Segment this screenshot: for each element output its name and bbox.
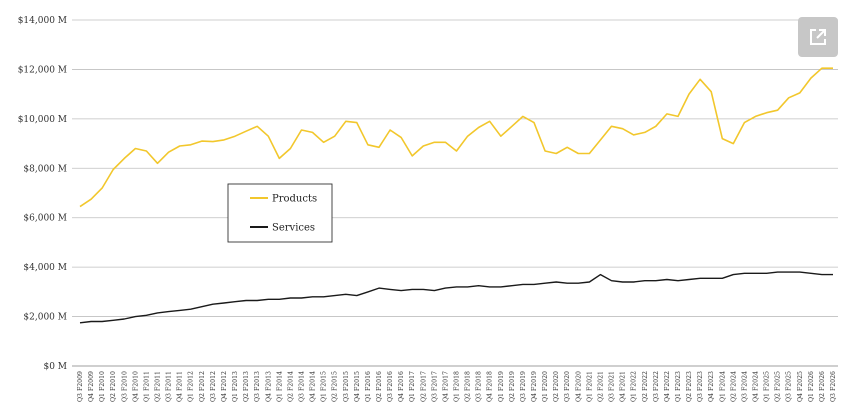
x-tick-label: Q2 F2011 bbox=[155, 371, 162, 402]
external-link-icon bbox=[810, 29, 826, 45]
x-tick-label: Q4 F2010 bbox=[132, 371, 139, 402]
y-axis-ticks: $0 M $2,000 M $4,000 M $6,000 M $8,000 M $10,… bbox=[18, 16, 67, 372]
x-tick-label: Q3 F2020 bbox=[564, 371, 571, 402]
series-lines bbox=[79, 67, 833, 324]
x-tick-label: Q4 F2022 bbox=[664, 371, 671, 402]
x-tick-label: Q1 F2012 bbox=[188, 371, 195, 402]
x-tick-label: Q4 F2021 bbox=[620, 371, 627, 402]
x-tick-label: Q2 F2022 bbox=[642, 371, 649, 402]
x-tick-label: Q2 F2014 bbox=[287, 371, 294, 402]
x-tick-label: Q4 F2019 bbox=[531, 371, 538, 402]
legend: Products Services bbox=[227, 183, 333, 243]
x-tick-label: Q2 F2012 bbox=[199, 371, 206, 402]
x-tick-label: Q1 F2014 bbox=[276, 371, 283, 402]
legend-label-services: Services bbox=[272, 223, 315, 234]
x-tick-label: Q2 F2019 bbox=[509, 371, 516, 402]
x-tick-label: Q1 F2025 bbox=[764, 371, 771, 402]
x-tick-label: Q1 F2019 bbox=[498, 371, 505, 402]
x-tick-label: Q3 F2014 bbox=[298, 371, 305, 402]
x-tick-label: Q3 F2013 bbox=[254, 371, 261, 402]
grid-lines bbox=[72, 19, 838, 367]
x-tick-label: Q2 F2013 bbox=[243, 371, 250, 402]
legend-label-products: Products bbox=[272, 194, 317, 205]
x-tick-label: Q3 F2012 bbox=[210, 371, 217, 402]
x-tick-label: Q3 F2021 bbox=[609, 371, 616, 402]
legend-box bbox=[227, 183, 333, 243]
x-tick-label: Q2 F2026 bbox=[819, 371, 826, 402]
x-tick-label: Q4 F2014 bbox=[310, 371, 317, 402]
x-tick-label: Q3 F2009 bbox=[77, 371, 84, 402]
x-tick-label: Q2 F2010 bbox=[110, 371, 117, 402]
x-tick-label: Q2 F2018 bbox=[465, 371, 472, 402]
x-tick-label: Q1 F2022 bbox=[631, 371, 638, 402]
x-tick-label: Q4 F2012 bbox=[221, 371, 228, 402]
x-tick-label: Q4 F2020 bbox=[575, 371, 582, 402]
x-tick-label: Q1 F2026 bbox=[808, 371, 815, 402]
x-tick-label: Q4 F2009 bbox=[88, 371, 95, 402]
y-tick-label: $0 M bbox=[43, 362, 67, 372]
x-tick-label: Q3 F2024 bbox=[741, 371, 748, 402]
x-tick-label: Q2 F2020 bbox=[553, 371, 560, 402]
x-tick-label: Q1 F2013 bbox=[232, 371, 239, 402]
x-tick-label: Q3 F2025 bbox=[786, 371, 793, 402]
x-tick-label: Q1 F2020 bbox=[542, 371, 549, 402]
x-tick-label: Q1 F2021 bbox=[586, 371, 593, 402]
x-tick-label: Q3 F2022 bbox=[653, 371, 660, 402]
x-tick-label: Q4 F2023 bbox=[708, 371, 715, 402]
x-tick-label: Q1 F2015 bbox=[321, 371, 328, 402]
x-tick-label: Q2 F2024 bbox=[730, 371, 737, 402]
x-tick-label: Q3 F2010 bbox=[121, 371, 128, 402]
x-tick-label: Q4 F2018 bbox=[487, 371, 494, 402]
x-tick-label: Q4 F2016 bbox=[398, 371, 405, 402]
x-tick-label: Q3 F2023 bbox=[697, 371, 704, 402]
x-tick-label: Q4 F2011 bbox=[177, 371, 184, 402]
x-tick-label: Q1 F2010 bbox=[99, 371, 106, 402]
x-tick-label: Q3 F2026 bbox=[830, 371, 837, 402]
x-tick-label: Q4 F2017 bbox=[442, 371, 449, 402]
x-tick-label: Q2 F2025 bbox=[775, 371, 782, 402]
x-tick-label: Q2 F2023 bbox=[686, 371, 693, 402]
x-tick-label: Q1 F2011 bbox=[143, 371, 150, 402]
x-tick-label: Q1 F2023 bbox=[675, 371, 682, 402]
series-line-products bbox=[79, 67, 833, 208]
y-tick-label: $10,000 M bbox=[18, 115, 67, 125]
x-tick-label: Q3 F2017 bbox=[431, 371, 438, 402]
x-tick-label: Q2 F2021 bbox=[597, 371, 604, 402]
x-tick-label: Q4 F2025 bbox=[797, 371, 804, 402]
x-tick-label: Q4 F2013 bbox=[265, 371, 272, 402]
series-line-services bbox=[79, 271, 833, 324]
x-tick-label: Q1 F2016 bbox=[365, 371, 372, 402]
x-tick-label: Q3 F2016 bbox=[387, 371, 394, 402]
expand-button[interactable] bbox=[798, 17, 838, 57]
x-tick-label: Q3 F2018 bbox=[476, 371, 483, 402]
x-tick-label: Q4 F2024 bbox=[752, 371, 759, 402]
x-tick-label: Q3 F2011 bbox=[166, 371, 173, 402]
x-tick-label: Q4 F2015 bbox=[354, 371, 361, 402]
x-tick-label: Q1 F2024 bbox=[719, 371, 726, 402]
y-tick-label: $2,000 M bbox=[23, 313, 67, 323]
x-tick-label: Q1 F2017 bbox=[409, 371, 416, 402]
y-tick-label: $8,000 M bbox=[23, 164, 67, 174]
x-tick-label: Q1 F2018 bbox=[454, 371, 461, 402]
x-tick-label: Q3 F2019 bbox=[520, 371, 527, 402]
x-tick-label: Q3 F2015 bbox=[343, 371, 350, 402]
x-tick-label: Q2 F2015 bbox=[332, 371, 339, 402]
x-tick-label: Q2 F2017 bbox=[420, 371, 427, 402]
y-tick-label: $4,000 M bbox=[23, 263, 67, 273]
x-tick-label: Q2 F2016 bbox=[376, 371, 383, 402]
x-axis-ticks: Q3 F2009 Q4 F2009 Q1 F2010 Q2 F2010 Q3 F2010… bbox=[77, 371, 837, 402]
y-tick-label: $12,000 M bbox=[18, 65, 67, 75]
y-tick-label: $6,000 M bbox=[23, 214, 67, 224]
y-tick-label: $14,000 M bbox=[18, 16, 67, 26]
